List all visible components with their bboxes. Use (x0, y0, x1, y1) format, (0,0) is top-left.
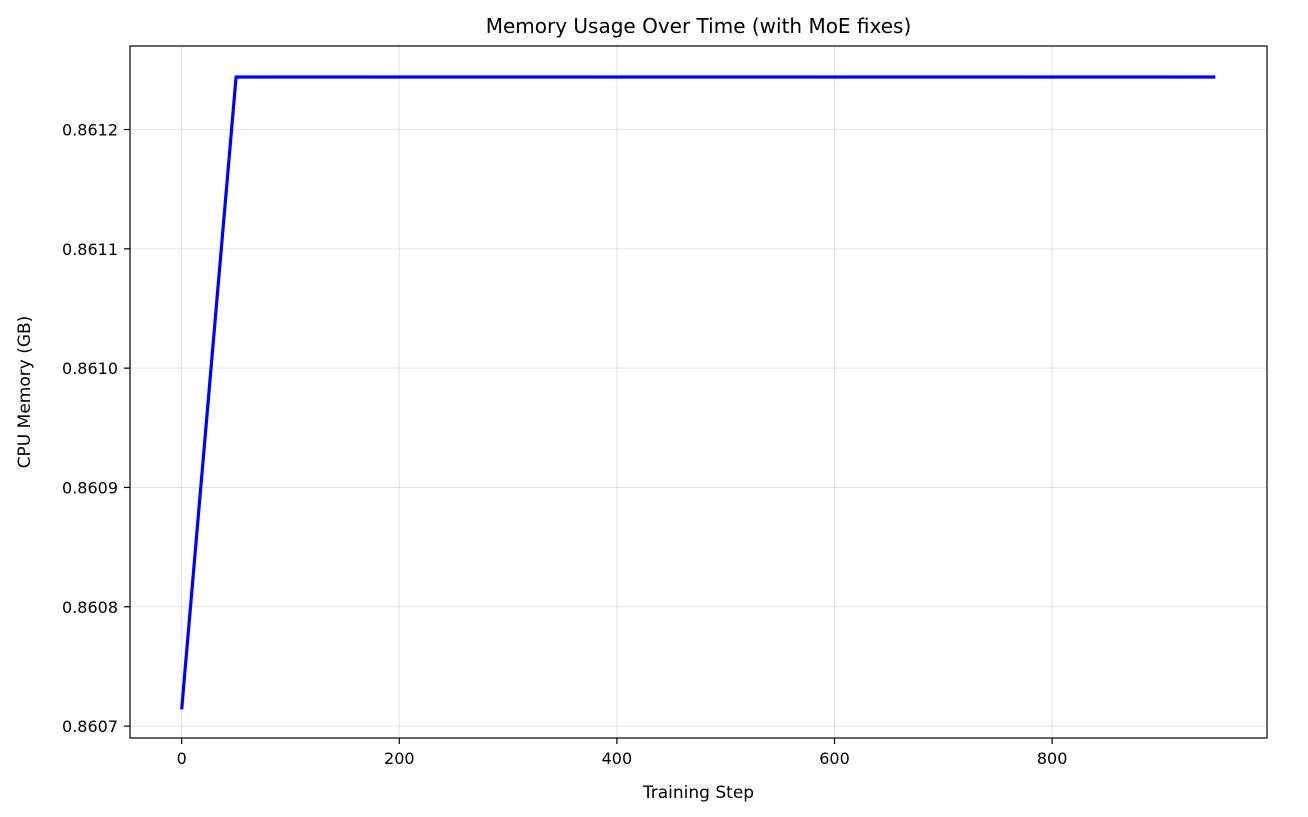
x-tick-label: 800 (1037, 749, 1068, 768)
x-tick-label: 200 (384, 749, 415, 768)
memory-series-line (180, 75, 1216, 710)
plot-frame (129, 45, 1268, 739)
y-axis: 0.8607 0.8608 0.8609 0.8610 0.8611 0.8612 (62, 121, 130, 736)
x-axis-label: Training Step (642, 783, 754, 803)
x-tick-label: 400 (602, 749, 633, 768)
y-tick-label: 0.8608 (62, 598, 118, 617)
chart-title: Memory Usage Over Time (with MoE fixes) (486, 14, 912, 38)
x-axis: 0 200 400 600 800 (177, 738, 1068, 768)
x-tick-label: 0 (177, 749, 187, 768)
y-tick-label: 0.8612 (62, 121, 118, 140)
x-tick-label: 600 (819, 749, 850, 768)
y-tick-label: 0.8611 (62, 240, 118, 259)
y-tick-label: 0.8610 (62, 359, 118, 378)
series-layer (180, 75, 1216, 710)
y-tick-label: 0.8607 (62, 717, 118, 736)
y-tick-label: 0.8609 (62, 478, 118, 497)
grid (130, 46, 1267, 738)
y-axis-label: CPU Memory (GB) (15, 316, 35, 469)
